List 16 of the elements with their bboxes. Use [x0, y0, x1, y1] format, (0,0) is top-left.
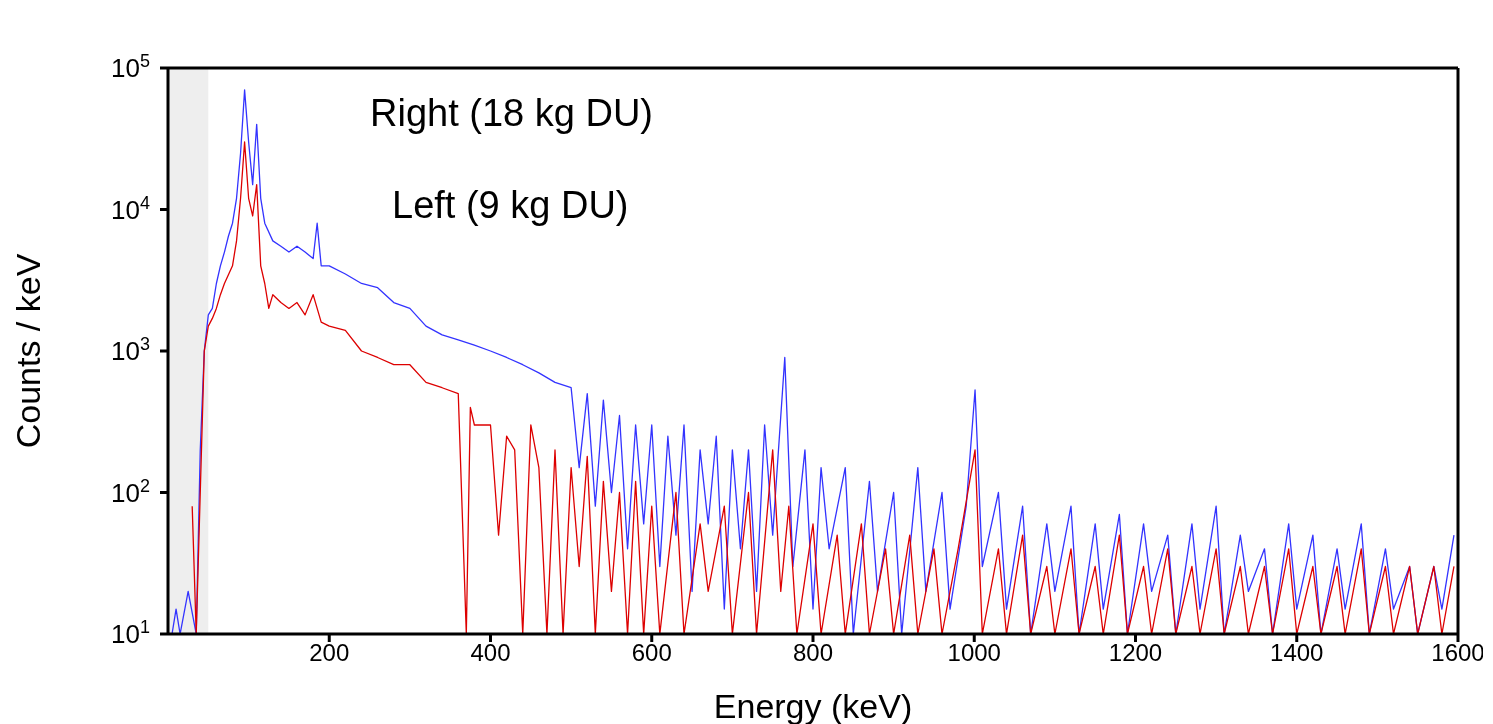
x-tick-label: 400 [470, 639, 511, 667]
x-tick-label: 1200 [1108, 639, 1163, 667]
annotation: Right (18 kg DU) [370, 92, 653, 135]
x-tick-label: 800 [792, 639, 834, 667]
y-tick-label: 10$^{5}$ [111, 51, 150, 83]
x-tick-label: 600 [631, 639, 672, 667]
x-tick-label: 1000 [947, 639, 1001, 667]
x-tick-label: 1400 [1270, 639, 1324, 667]
y-tick-label: 10$^{3}$ [111, 334, 150, 366]
y-tick-label: 10$^{2}$ [111, 475, 150, 508]
x-tick-label: 200 [309, 639, 350, 667]
y-tick-label: 10$^{4}$ [111, 192, 150, 225]
annotation: Left (9 kg DU) [392, 184, 629, 227]
x-tick-label: 1600 [1431, 639, 1485, 667]
y-tick-label: 10$^{1}$ [111, 617, 150, 649]
y-axis-title: Counts / keV [9, 253, 48, 449]
